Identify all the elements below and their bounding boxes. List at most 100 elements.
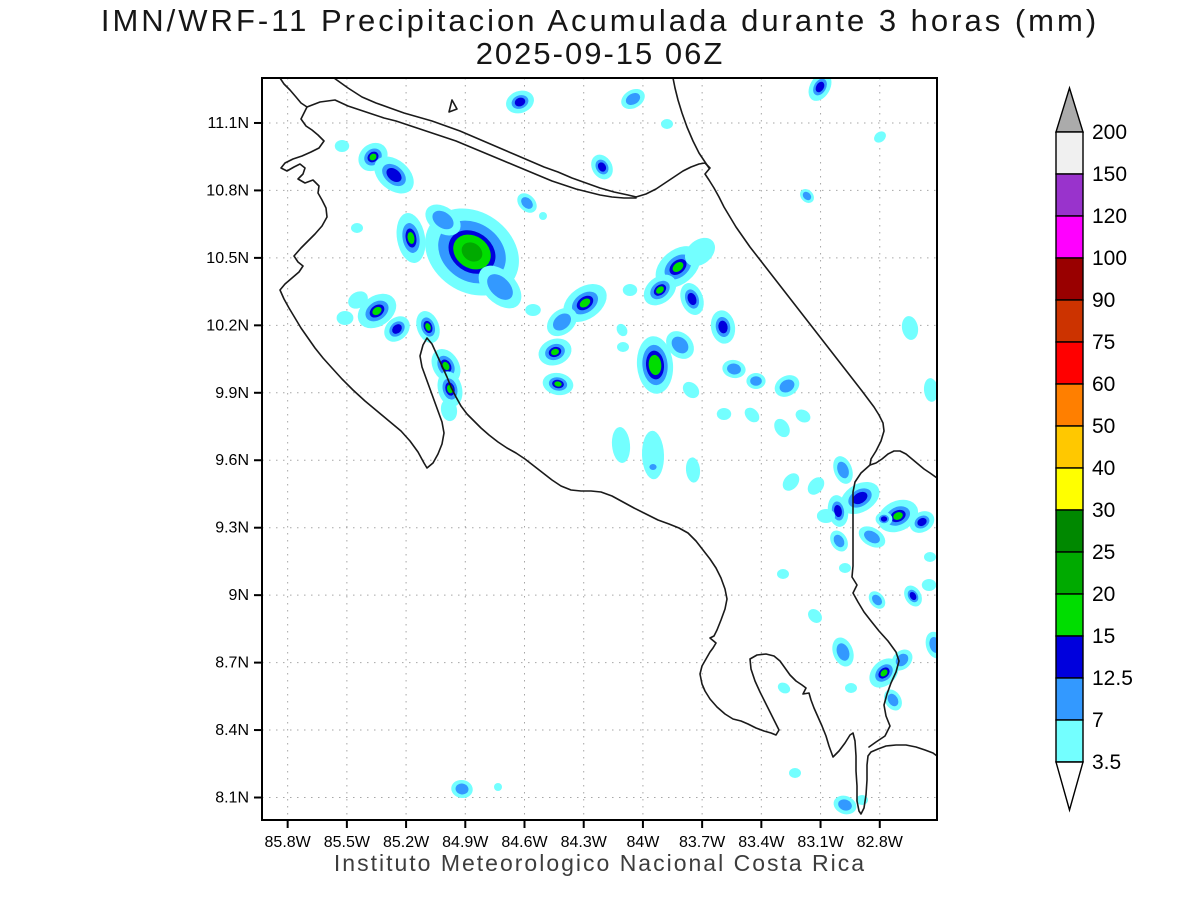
colorbar-segment [1055,299,1084,343]
precip-cell [807,477,825,495]
precip-contour-level-3.5 [845,683,857,693]
precip-contour-level-15 [551,348,559,356]
precip-cell [869,658,899,688]
precip-cell [774,375,800,397]
precip-cell [506,90,534,114]
precip-contour-level-7 [750,376,762,386]
precip-contour-level-3.5 [789,768,801,778]
precip-cell [839,563,851,573]
precip-contour-level-12.5 [687,292,697,306]
colorbar-tick-label: 120 [1092,205,1127,228]
precip-contour-level-3.5 [611,427,631,463]
island-outline [448,99,458,113]
lat-tick-label: 8.4N [215,722,249,739]
precip-cell [710,310,736,344]
footer-credit: Instituto Meteorologico Nacional Costa R… [333,850,867,876]
lon-tick-label: 84.3W [561,834,608,851]
precip-contour-level-15 [372,306,382,316]
precip-cell [616,323,628,337]
precip-contour-level-15 [648,354,662,376]
colorbar-segment [1055,719,1084,763]
precip-cell [875,512,893,526]
lon-tick-label: 84W [626,834,660,851]
lat-tick-label: 10.8N [206,182,249,199]
precip-contour-level-3.5 [684,237,716,267]
precip-contour-level-15 [425,323,431,331]
precip-cell [617,342,629,352]
precip-contour-level-15 [369,153,377,161]
precip-cell [384,316,410,342]
colorbar-tick-label: 150 [1092,163,1127,186]
precip-contour-level-7 [779,379,795,393]
precip-contour-level-15 [656,286,664,294]
precip-cell [800,189,814,203]
precip-contour-level-3.5 [539,212,547,220]
precip-contour-level-3.5 [616,323,628,337]
precip-contour-level-7 [872,594,882,606]
colorbar-arrow-below [1055,761,1084,813]
colorbar-tick-label: 60 [1092,373,1115,396]
precip-contour-level-12.5 [917,517,927,527]
precip-cell [795,409,811,423]
colorbar-segment [1055,383,1084,427]
precip-cell [546,307,578,337]
colorbar-segment [1055,635,1084,679]
colorbar-segment [1055,131,1084,175]
precip-contour-level-7 [432,210,454,230]
precip-cell [525,304,541,316]
precip-contour-level-3.5 [622,284,638,296]
precip-cell [789,768,801,778]
precip-cell [808,78,832,101]
precip-cell [396,213,426,263]
precip-contour-level-7 [802,191,812,201]
precip-cell [921,579,937,591]
precip-contour-level-3.5 [525,304,541,316]
colorbar-tick-label: 25 [1092,541,1115,564]
precip-contour-level-3.5 [348,291,368,309]
precip-contour-level-3.5 [777,682,791,694]
colorbar-tick-label: 90 [1092,289,1115,312]
precip-contour-level-7 [455,783,469,795]
coastline-path [306,99,637,199]
precip-contour-level-7 [836,643,850,661]
precip-cell [904,585,922,607]
precip-cell [874,131,886,143]
precip-contour-level-3.5 [641,430,665,480]
precip-contour-level-7 [671,336,689,354]
lat-tick-label: 10.2N [206,317,249,334]
precip-contour-level-3.5 [901,316,919,340]
precip-cell [621,88,645,110]
colorbar-segment [1055,509,1084,553]
precip-contour-level-3.5 [839,563,851,573]
precip-contour-level-3.5 [777,569,789,579]
precip-cell [538,338,572,366]
precip-cell [334,140,350,152]
precip-cell [746,373,766,389]
precip-contour-level-3.5 [795,409,811,423]
precip-cell [808,609,822,623]
precip-contour-level-15 [579,298,591,308]
precip-contour-level-3.5 [808,609,822,623]
precip-contour-level-12.5 [514,97,526,107]
coastline-path [279,78,937,815]
graticule [262,78,937,820]
precip-cell [722,359,746,379]
precip-contour-level-3.5 [334,140,350,152]
colorbar-segment [1055,215,1084,259]
precip-contour-level-12.5 [880,516,888,522]
precipitation-contours [334,78,937,815]
precip-cell [622,284,638,296]
colorbar-segment [1055,425,1084,469]
precip-cell [351,223,363,233]
precip-contour-level-3.5 [782,473,800,491]
precip-contour-level-3.5 [716,408,732,420]
lat-tick-label: 8.1N [215,790,249,807]
colorbar-segment [1055,257,1084,301]
colorbar-tick-label: 30 [1092,499,1115,522]
precip-cell [923,378,937,402]
precip-contour-level-15 [672,261,684,273]
lat-tick-label: 9N [229,587,249,604]
precip-cell [909,511,935,533]
precip-contour-level-3.5 [874,131,886,143]
